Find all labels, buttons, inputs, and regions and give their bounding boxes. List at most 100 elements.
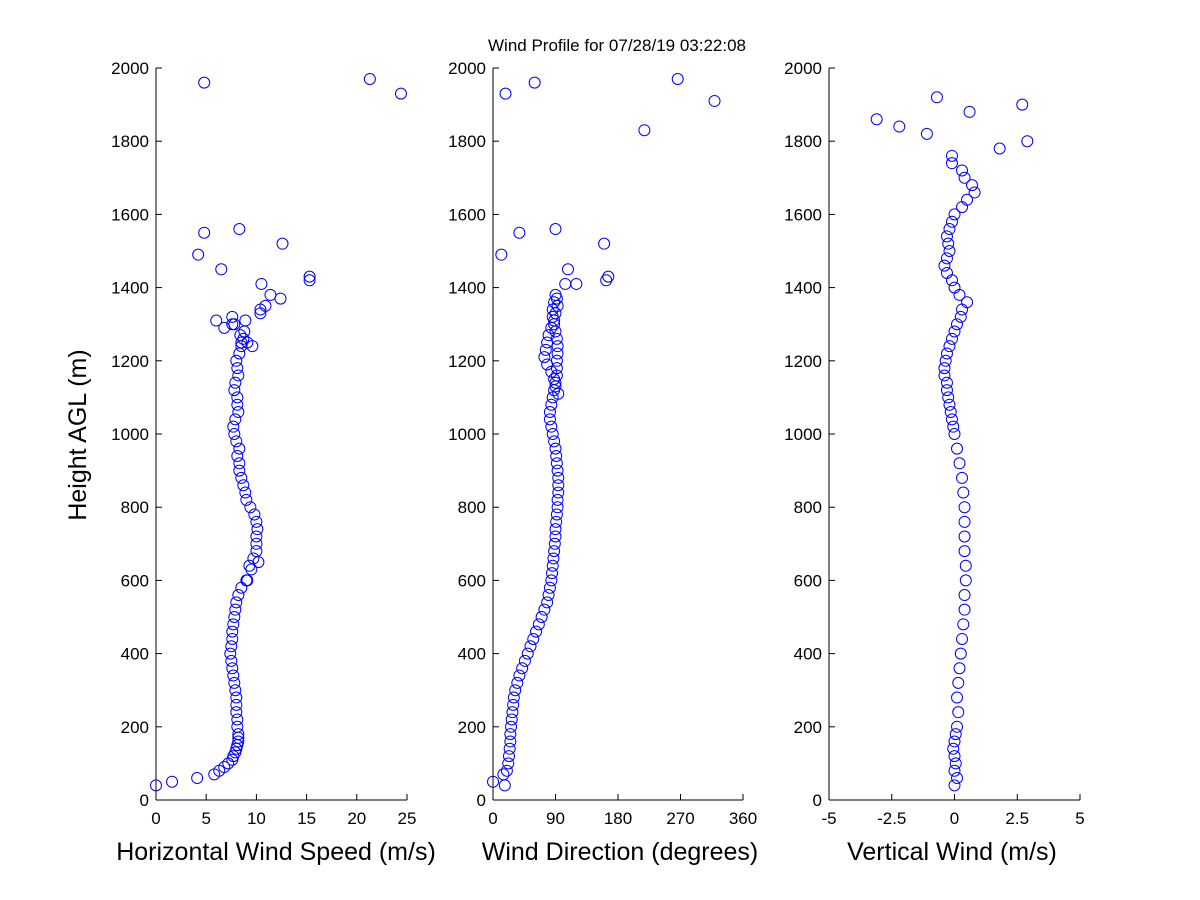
data-point xyxy=(498,779,511,792)
x-axis-label: Wind Direction (degrees) xyxy=(482,838,759,866)
data-point xyxy=(545,574,558,587)
data-point xyxy=(226,632,239,645)
data-point xyxy=(228,318,241,331)
data-point xyxy=(993,142,1006,155)
data-point xyxy=(541,336,554,349)
data-point xyxy=(543,581,556,594)
data-point xyxy=(545,365,558,378)
data-point xyxy=(552,387,565,400)
x-tick-label: 0 xyxy=(488,809,497,828)
data-point xyxy=(506,706,519,719)
data-point xyxy=(551,464,564,477)
x-axis-label: Horizontal Wind Speed (m/s) xyxy=(116,838,436,866)
data-point xyxy=(949,728,962,741)
data-point xyxy=(240,574,253,587)
y-tick-label: 1400 xyxy=(448,279,486,298)
data-point xyxy=(543,413,556,426)
data-point xyxy=(505,720,518,733)
data-point xyxy=(893,120,906,133)
data-point xyxy=(251,523,264,536)
data-point xyxy=(521,647,534,660)
data-point xyxy=(225,640,238,653)
data-point xyxy=(551,501,564,514)
data-point xyxy=(550,508,563,521)
data-point xyxy=(250,530,263,543)
data-point xyxy=(552,486,565,499)
data-point xyxy=(940,376,953,389)
data-point xyxy=(228,428,241,440)
data-point xyxy=(229,376,242,389)
y-tick-label: 2000 xyxy=(448,59,486,78)
data-point xyxy=(920,127,933,140)
x-tick-label: 180 xyxy=(604,809,632,828)
data-point xyxy=(231,720,244,733)
data-point xyxy=(938,369,951,382)
data-point xyxy=(240,493,253,506)
data-point xyxy=(230,706,243,719)
data-point xyxy=(940,384,953,397)
y-tick-label: 400 xyxy=(794,645,822,664)
y-tick-label: 1600 xyxy=(784,205,822,224)
data-point xyxy=(958,530,971,543)
data-point xyxy=(948,428,961,440)
data-point xyxy=(535,611,548,623)
data-point xyxy=(953,288,966,301)
data-point xyxy=(551,299,564,312)
data-point xyxy=(150,779,162,792)
data-point xyxy=(230,742,243,755)
data-point xyxy=(218,761,231,774)
data-point xyxy=(951,318,964,331)
data-point xyxy=(231,391,244,404)
data-point xyxy=(504,728,517,741)
data-point xyxy=(550,292,563,305)
data-point xyxy=(545,420,558,433)
data-point xyxy=(394,87,407,100)
data-point xyxy=(532,618,545,631)
data-point xyxy=(502,750,515,763)
data-point xyxy=(513,226,526,239)
data-point xyxy=(940,252,953,265)
data-point xyxy=(948,764,961,777)
data-point xyxy=(966,179,979,192)
data-point xyxy=(191,772,204,785)
data-point xyxy=(548,373,561,386)
data-point xyxy=(550,457,563,470)
data-point xyxy=(505,713,518,726)
data-point xyxy=(230,354,243,367)
y-tick-label: 1200 xyxy=(448,352,486,371)
data-point xyxy=(499,87,512,100)
data-point xyxy=(230,435,243,448)
data-point xyxy=(549,523,562,536)
data-point xyxy=(958,545,971,558)
x-tick-label: 20 xyxy=(347,809,366,828)
data-point xyxy=(226,310,239,323)
data-point xyxy=(226,662,239,675)
data-point xyxy=(956,303,969,316)
data-point xyxy=(192,248,205,261)
data-point xyxy=(244,501,257,514)
data-point xyxy=(954,310,967,323)
data-point xyxy=(948,779,961,792)
data-point xyxy=(538,603,551,616)
x-tick-label: 270 xyxy=(666,809,694,828)
data-point xyxy=(562,263,574,276)
data-point xyxy=(226,625,239,638)
data-point xyxy=(956,632,969,645)
data-point xyxy=(943,398,956,411)
y-tick-label: 1000 xyxy=(448,425,486,444)
data-point xyxy=(215,263,228,276)
data-point xyxy=(250,545,263,558)
data-point xyxy=(233,464,246,477)
data-point xyxy=(951,772,964,785)
x-tick-label: 25 xyxy=(398,809,417,828)
x-tick-label: 0 xyxy=(950,809,959,828)
data-point xyxy=(940,266,953,279)
y-tick-label: 600 xyxy=(121,571,149,590)
y-axis-label: Height AGL (m) xyxy=(64,349,92,520)
data-point xyxy=(952,676,965,689)
data-point xyxy=(507,691,520,704)
data-point xyxy=(232,369,245,382)
data-point xyxy=(959,559,972,572)
data-point xyxy=(303,274,316,287)
